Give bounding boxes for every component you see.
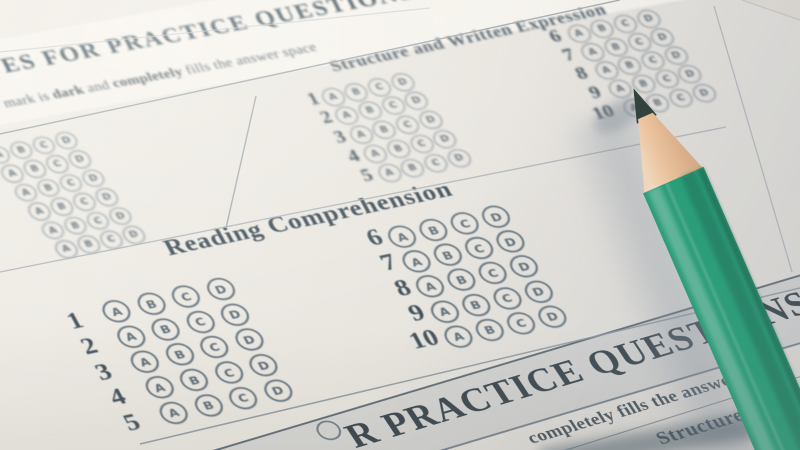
bubble-C: C [224, 384, 262, 412]
bubble-B: B [341, 80, 372, 103]
bubble-C: C [392, 114, 423, 136]
bubble-D: D [661, 44, 692, 67]
bubble-C: C [446, 209, 484, 237]
bubble-C: C [474, 259, 512, 287]
bubble-C: C [488, 284, 526, 312]
bubble-B: B [132, 290, 170, 318]
bubble-C: C [460, 234, 498, 262]
bubble-D: D [689, 82, 720, 104]
bubble-B: B [383, 137, 414, 160]
bubble-C: C [364, 75, 395, 98]
bubble-A: A [383, 223, 421, 251]
bubble-A: A [411, 273, 449, 301]
bubble-D: D [491, 228, 529, 256]
bubble-B: B [146, 315, 184, 343]
bubble-D: D [78, 167, 109, 189]
bubble-A: A [126, 348, 164, 376]
bubble-B: B [355, 99, 386, 122]
bubble-C: C [181, 308, 219, 336]
bubble-D: D [633, 7, 664, 30]
bubble-D: D [477, 203, 515, 231]
bubble-D: D [259, 377, 297, 405]
bubble-B: B [161, 341, 199, 369]
bubble-A: A [425, 298, 463, 326]
bubble-D: D [119, 224, 149, 246]
bubble-D: D [65, 148, 95, 171]
bubble-D: D [675, 63, 706, 86]
bubble-B: B [414, 216, 452, 244]
bubble-D: D [244, 351, 283, 379]
bubble-D: D [216, 300, 254, 328]
reading-section-title: Reading Comprehension [158, 175, 457, 261]
bubble-B: B [442, 266, 481, 294]
bubble-D: D [105, 205, 136, 227]
bubble-A: A [331, 104, 362, 127]
bubble-B: B [397, 157, 428, 179]
bubble-C: C [195, 333, 234, 361]
bubble-D: D [505, 253, 543, 281]
bubble-D: D [387, 71, 418, 93]
bubble-A: A [397, 248, 435, 276]
bubble-D: D [401, 90, 432, 112]
bubble-A: A [140, 373, 178, 401]
bubble-C: C [502, 309, 540, 337]
bubble-A: A [97, 297, 135, 325]
bubble-D: D [444, 147, 475, 169]
bubble-D: D [51, 129, 81, 152]
bubble-A: A [112, 323, 150, 351]
bubble-D: D [230, 326, 268, 354]
bubble-D: D [519, 278, 557, 306]
bubble-B: B [428, 241, 467, 269]
bubble-D: D [647, 26, 678, 49]
bubble-B: B [175, 366, 213, 394]
bubble-A: A [360, 142, 391, 165]
bubble-C: C [210, 359, 248, 387]
bubble-D: D [201, 275, 240, 303]
bubble-C: C [610, 12, 641, 35]
bubble-D: D [430, 128, 461, 150]
bubble-C: C [167, 283, 205, 310]
bubble-B: B [189, 391, 227, 419]
bubble-C: C [420, 152, 451, 174]
bubble-B: B [471, 316, 509, 344]
bubble-D: D [415, 109, 446, 131]
bubble-D: D [92, 186, 122, 208]
bubble-B: B [600, 36, 631, 58]
bubble-D: D [533, 303, 571, 331]
bottom-banner: R PRACTICE QUESTIONS—LEV completely fill… [160, 191, 800, 450]
bubble-B: B [457, 291, 495, 319]
bubble-A: A [439, 322, 477, 350]
bubble-A: A [577, 41, 608, 63]
bubble-A: A [155, 399, 193, 427]
